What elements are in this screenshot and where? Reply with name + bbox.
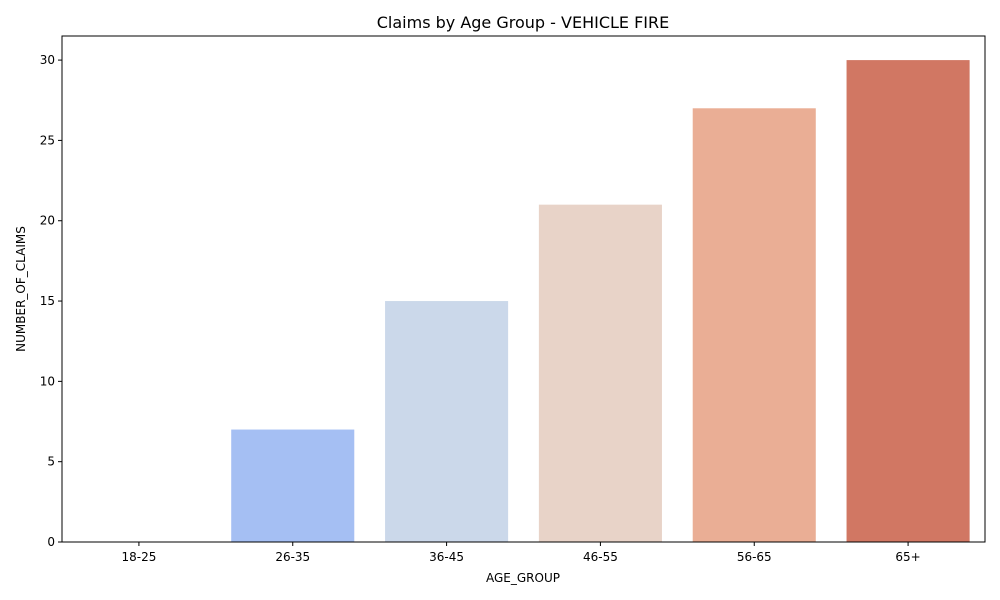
y-tick-label-25: 25 (40, 133, 55, 147)
chart-title: Claims by Age Group - VEHICLE FIRE (377, 13, 670, 32)
x-axis-label: AGE_GROUP (486, 571, 560, 585)
plot-frame (61, 35, 986, 543)
y-tick-label-10: 10 (40, 374, 55, 388)
y-tick-label-30: 30 (40, 53, 55, 67)
x-tick-label-36-45: 36-45 (429, 550, 464, 564)
x-tick-label-65+: 65+ (895, 550, 920, 564)
x-tick-label-56-65: 56-65 (737, 550, 772, 564)
bar-36-45 (385, 301, 509, 542)
x-tick-label-26-35: 26-35 (275, 550, 310, 564)
x-axis-ticks: 18-25 26-35 36-45 46-55 56-65 65+ (121, 542, 921, 564)
bar-26-35 (231, 429, 355, 542)
y-tick-label-15: 15 (40, 294, 55, 308)
x-tick-label-18-25: 18-25 (121, 550, 156, 564)
y-axis-ticks: 0 5 10 15 20 25 30 (40, 53, 62, 549)
x-tick-label-46-55: 46-55 (583, 550, 618, 564)
bars-group (231, 60, 970, 543)
y-tick-label-5: 5 (47, 455, 55, 469)
y-tick-label-20: 20 (40, 214, 55, 228)
bar-65+ (846, 60, 970, 542)
y-tick-label-0: 0 (47, 535, 55, 549)
y-axis-label: NUMBER_OF_CLAIMS (14, 226, 28, 352)
bar-46-55 (538, 204, 662, 542)
bar-56-65 (692, 108, 816, 543)
